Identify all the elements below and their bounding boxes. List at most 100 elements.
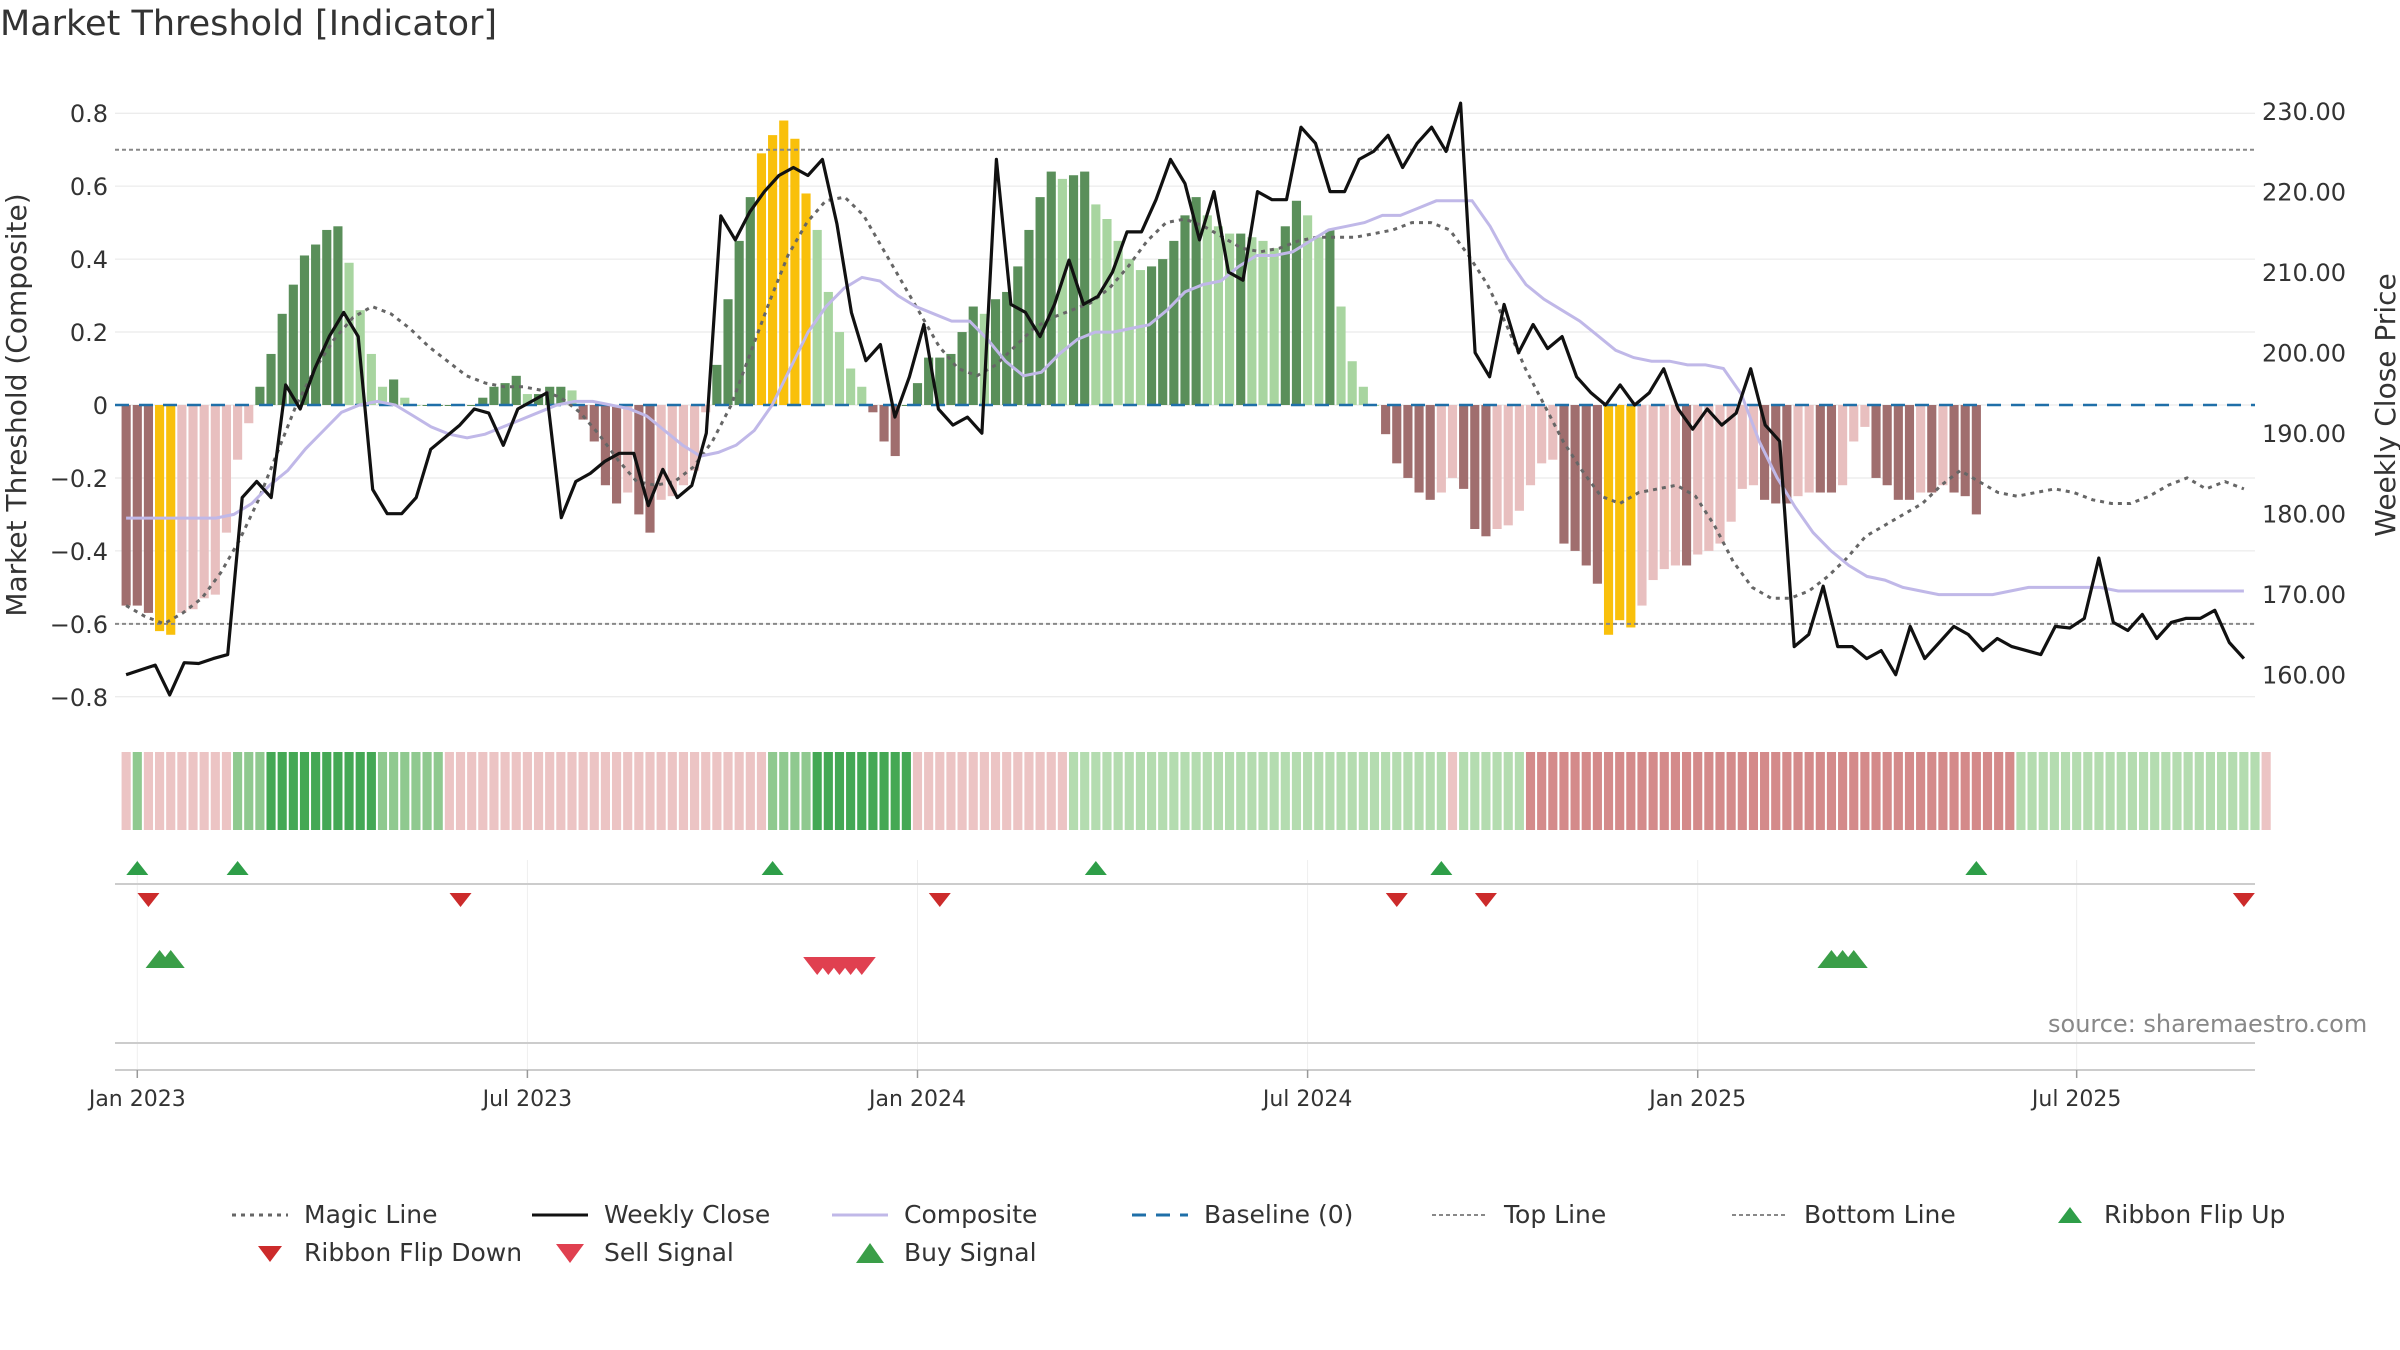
- ribbon-cell: [1002, 752, 1012, 830]
- ribbon-cell: [244, 752, 254, 830]
- composite-bar: [890, 405, 900, 457]
- ribbon-cell: [1336, 752, 1346, 830]
- composite-bar: [924, 357, 934, 405]
- legend-item-composite[interactable]: Composite: [830, 1200, 1037, 1229]
- composite-bar: [400, 397, 410, 405]
- composite-bar: [790, 138, 800, 405]
- composite-bar: [1916, 405, 1926, 493]
- ribbon-cell: [812, 752, 822, 830]
- ribbon-cell: [2250, 752, 2260, 830]
- legend-item-weekly-close[interactable]: Weekly Close: [530, 1200, 770, 1229]
- ribbon-flip-down-marker: [137, 893, 160, 907]
- composite-bar: [1927, 405, 1937, 493]
- ribbon-cell: [2072, 752, 2082, 830]
- legend-swatch-top-line: [1432, 1213, 1488, 1216]
- ribbon-cell: [1459, 752, 1469, 830]
- composite-bar: [277, 313, 287, 405]
- ribbon-cell: [846, 752, 856, 830]
- composite-bar: [868, 405, 878, 413]
- composite-bar: [522, 394, 532, 405]
- legend-item-ribbon-flip-up[interactable]: Ribbon Flip Up: [2050, 1200, 2285, 1229]
- ribbon-cell: [1303, 752, 1313, 830]
- ribbon-cell: [1102, 752, 1112, 830]
- ribbon-flip-down-marker: [1474, 893, 1497, 907]
- composite-bar: [143, 405, 154, 613]
- y-tick-label: 0.6: [70, 173, 108, 201]
- ribbon-cell: [2138, 752, 2149, 830]
- composite-bar: [288, 284, 298, 405]
- ribbon-cell: [935, 752, 945, 830]
- ribbon-cell: [1503, 752, 1513, 830]
- ribbon-cell: [2172, 752, 2182, 830]
- ribbon-cell: [611, 752, 622, 830]
- ribbon-cell: [1314, 752, 1324, 830]
- composite-bar: [1904, 405, 1915, 500]
- composite-bar: [1715, 405, 1725, 544]
- ribbon-cell: [2127, 752, 2137, 830]
- ribbon-cell: [210, 752, 220, 830]
- ribbon-cell: [1068, 752, 1079, 830]
- ribbon-cell: [912, 752, 923, 830]
- composite-bar: [768, 135, 778, 405]
- composite-bar: [1826, 405, 1837, 493]
- buy-signal-marker: [1839, 950, 1868, 968]
- ribbon-cell: [690, 752, 700, 830]
- ribbon-cell: [756, 752, 767, 830]
- composite-bar: [1158, 259, 1168, 405]
- composite-bar: [756, 153, 767, 405]
- legend-item-baseline[interactable]: Baseline (0): [1130, 1200, 1353, 1229]
- composite-bar: [1358, 386, 1368, 405]
- composite-bar: [1838, 405, 1848, 486]
- composite-bar: [1525, 405, 1536, 486]
- legend-item-ribbon-flip-down[interactable]: Ribbon Flip Down: [250, 1238, 522, 1267]
- ribbon-cell: [288, 752, 298, 830]
- legend-label: Ribbon Flip Down: [304, 1238, 523, 1267]
- y2-tick-label: 190.00: [2262, 420, 2346, 448]
- composite-bar: [912, 383, 923, 405]
- ribbon-cell: [143, 752, 154, 830]
- ribbon-cell: [1135, 752, 1145, 830]
- composite-bar: [333, 226, 343, 405]
- ribbon-cell: [1403, 752, 1413, 830]
- ribbon-cell: [411, 752, 421, 830]
- composite-bar: [1280, 226, 1290, 405]
- ribbon-cell: [511, 752, 521, 830]
- ribbon-cell: [1637, 752, 1647, 830]
- composite-bar: [935, 357, 945, 405]
- legend-item-sell-signal[interactable]: Sell Signal: [550, 1238, 734, 1267]
- ribbon-cell: [355, 752, 365, 830]
- composite-bar: [857, 386, 867, 405]
- legend-label: Magic Line: [304, 1200, 438, 1229]
- ribbon-cell: [400, 752, 410, 830]
- composite-bar: [467, 405, 477, 406]
- ribbon-cell: [990, 752, 1001, 830]
- legend-swatch-baseline: [1132, 1213, 1188, 1216]
- ribbon-cell: [177, 752, 187, 830]
- legend-item-top-line[interactable]: Top Line: [1430, 1200, 1606, 1229]
- ribbon-cell: [1381, 752, 1391, 830]
- ribbon-cell: [1358, 752, 1368, 830]
- ribbon-cell: [1748, 752, 1759, 830]
- composite-bar: [1514, 405, 1524, 511]
- ribbon-cell: [667, 752, 677, 830]
- ribbon-cell: [2116, 752, 2126, 830]
- legend-item-bottom-line[interactable]: Bottom Line: [1730, 1200, 1956, 1229]
- ribbon-cell: [1225, 752, 1235, 830]
- ribbon-cell: [1124, 752, 1134, 830]
- legend-item-magic-line[interactable]: Magic Line: [230, 1200, 438, 1229]
- ribbon-cell: [1782, 752, 1792, 830]
- legend-item-buy-signal[interactable]: Buy Signal: [850, 1238, 1037, 1267]
- ribbon-cell: [1994, 752, 2004, 830]
- ribbon-cell: [1793, 752, 1803, 830]
- ribbon-cell: [678, 752, 689, 830]
- ribbon-cell: [311, 752, 321, 830]
- ribbon-flip-down-marker: [1385, 893, 1408, 907]
- composite-bar: [990, 299, 1001, 405]
- ribbon-cell: [1057, 752, 1067, 830]
- y2-tick-label: 180.00: [2262, 501, 2346, 529]
- ribbon-cell: [221, 752, 232, 830]
- composite-bar: [745, 197, 755, 405]
- ribbon-cell: [1470, 752, 1480, 830]
- ribbon-cell: [422, 752, 432, 830]
